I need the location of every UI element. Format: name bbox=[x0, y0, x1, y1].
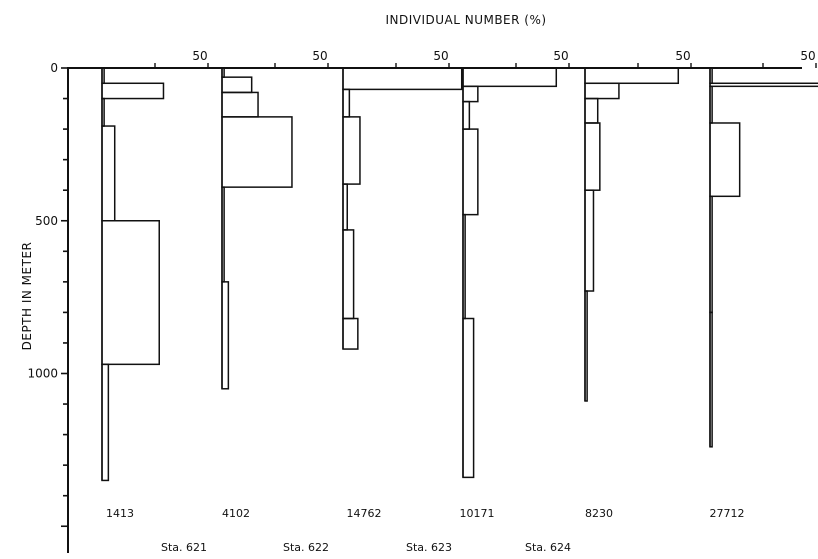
histogram-bar bbox=[462, 85, 479, 103]
histogram-bar bbox=[342, 116, 361, 185]
station-label: Sta. 621 bbox=[161, 541, 207, 554]
x-tick-label: 50 bbox=[192, 49, 207, 63]
histogram-bar bbox=[584, 82, 620, 100]
y-tick-label: 1000 bbox=[27, 367, 58, 381]
histogram-bar bbox=[709, 122, 741, 198]
histogram-bar bbox=[342, 317, 359, 350]
histogram-bar bbox=[101, 82, 165, 100]
histogram-bar bbox=[584, 122, 601, 191]
histogram-bar bbox=[342, 229, 355, 320]
histogram-bar bbox=[462, 100, 471, 130]
histogram-bar bbox=[342, 67, 463, 91]
histogram-bar bbox=[462, 67, 558, 88]
total-count-label: 14762 bbox=[347, 507, 382, 520]
station-label: Sta. 624 bbox=[525, 541, 571, 554]
x-tick-label: 50 bbox=[312, 49, 327, 63]
histogram-bar bbox=[221, 91, 259, 118]
y-tick-label: 500 bbox=[35, 214, 58, 228]
x-tick-label: 50 bbox=[800, 49, 815, 63]
station-label: Sta. 622 bbox=[283, 541, 329, 554]
histogram-bar bbox=[709, 82, 818, 88]
total-count-label: 1413 bbox=[106, 507, 134, 520]
x-axis-title: INDIVIDUAL NUMBER (%) bbox=[385, 13, 546, 27]
histogram-bar bbox=[221, 76, 253, 94]
histogram-bar bbox=[221, 281, 230, 390]
station-label: Sta. 623 bbox=[406, 541, 452, 554]
histogram-bar bbox=[462, 128, 479, 216]
histogram-bar bbox=[221, 116, 293, 188]
total-count-label: 10171 bbox=[460, 507, 495, 520]
x-tick-label: 50 bbox=[553, 49, 568, 63]
histogram-bar bbox=[462, 317, 475, 479]
total-count-label: 4102 bbox=[222, 507, 250, 520]
histogram-bar bbox=[584, 67, 680, 85]
histogram-bar bbox=[584, 97, 599, 124]
chart-marks: 0 500 1000 50 1413 50 4102 50 14762 50 10171 50 8230… bbox=[27, 49, 818, 554]
histogram-bar bbox=[584, 189, 595, 292]
y-tick-label: 0 bbox=[50, 61, 58, 75]
histogram-bar bbox=[101, 363, 110, 482]
histogram-bar bbox=[101, 125, 116, 222]
histogram-bar bbox=[101, 220, 160, 366]
y-axis-title: DEPTH IN METER bbox=[20, 242, 34, 351]
total-count-label: 8230 bbox=[585, 507, 613, 520]
histogram-bar bbox=[342, 88, 351, 118]
total-count-label: 27712 bbox=[710, 507, 745, 520]
x-tick-label: 50 bbox=[675, 49, 690, 63]
x-tick-label: 50 bbox=[433, 49, 448, 63]
